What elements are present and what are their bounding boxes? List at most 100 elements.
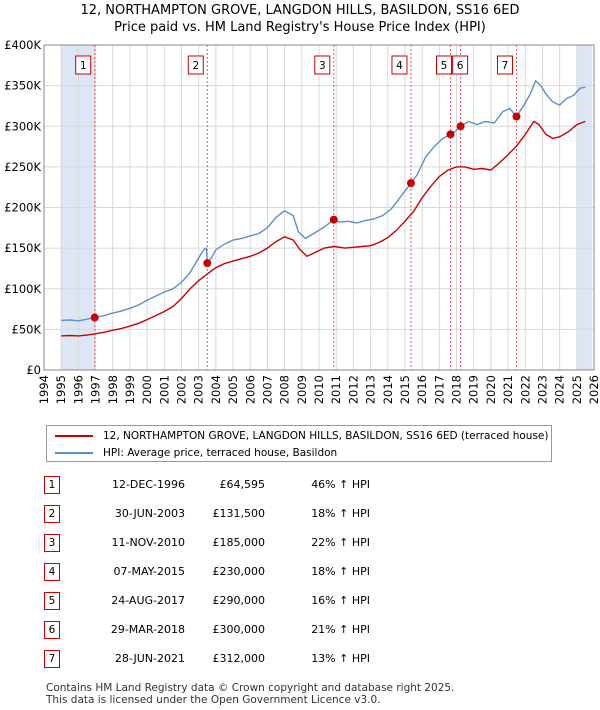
legend-label-hpi: HPI: Average price, terraced house, Basi…	[103, 447, 338, 459]
legend-swatch-property	[55, 435, 93, 437]
y-tick-label: £250K	[4, 160, 41, 174]
chart-title: 12, NORTHAMPTON GROVE, LANGDON HILLS, BA…	[80, 3, 520, 18]
sale-number-badge	[75, 55, 92, 75]
sale-point	[512, 112, 521, 121]
x-tick-label: 2022	[518, 375, 532, 404]
table-row: 4 07-MAY-2015 £230,000 18% ↑ HPI	[0, 563, 600, 583]
x-tick-label: 1999	[123, 375, 137, 404]
x-tick-label: 1996	[71, 375, 85, 404]
sale-number-badge	[452, 55, 469, 75]
x-tick-label: 2012	[346, 375, 360, 404]
x-tick-label: 2018	[450, 375, 464, 404]
sale-number-label: 2	[192, 60, 199, 72]
transaction-date: 07-MAY-2015	[113, 565, 185, 578]
sale-number-badge	[435, 55, 452, 75]
sale-number-label: 5	[441, 60, 448, 72]
x-tick-label: 2002	[175, 375, 189, 404]
hpi-line	[61, 80, 586, 322]
y-tick-label: £350K	[4, 79, 41, 93]
table-row: 1 12-DEC-1996 £64,595 46% ↑ HPI	[0, 476, 600, 496]
y-tick-label: £300K	[4, 119, 41, 133]
sale-point	[406, 179, 415, 188]
transaction-date: 11-NOV-2010	[111, 536, 185, 549]
transaction-date: 28-JUN-2021	[114, 652, 185, 665]
x-tick-label: 2017	[432, 375, 446, 404]
x-tick-label: 2006	[243, 375, 257, 404]
x-tick-label: 2023	[535, 375, 549, 404]
x-tick-label: 1998	[106, 375, 120, 404]
legend-swatch-hpi	[55, 452, 93, 454]
sale-number-badge	[314, 55, 331, 75]
sale-point	[456, 122, 465, 131]
x-tick-label: 1997	[89, 375, 103, 404]
transaction-price: £64,595	[219, 478, 266, 491]
transaction-hpi-change: 22% ↑ HPI	[311, 536, 370, 549]
table-row: 2 30-JUN-2003 £131,500 18% ↑ HPI	[0, 505, 600, 525]
sale-point	[329, 215, 338, 224]
sale-number-label: 6	[457, 60, 464, 72]
table-row: 5 24-AUG-2017 £290,000 16% ↑ HPI	[0, 592, 600, 612]
x-tick-label: 2001	[157, 375, 171, 404]
transaction-hpi-change: 46% ↑ HPI	[311, 478, 370, 491]
transaction-hpi-change: 18% ↑ HPI	[311, 565, 370, 578]
legend: 12, NORTHAMPTON GROVE, LANGDON HILLS, BA…	[46, 425, 552, 462]
x-tick-label: 2025	[570, 375, 584, 404]
transaction-hpi-change: 13% ↑ HPI	[311, 652, 370, 665]
y-tick-label: £150K	[4, 241, 41, 255]
transaction-number-badge: 1	[44, 476, 60, 494]
sale-number-badge	[496, 55, 513, 75]
transaction-price: £290,000	[212, 594, 266, 607]
chart-subtitle: Price paid vs. HM Land Registry's House …	[114, 20, 486, 35]
y-tick-label: £100K	[4, 282, 41, 296]
x-tick-label: 2004	[209, 375, 223, 404]
transaction-date: 29-MAR-2018	[110, 623, 185, 636]
y-tick-label: £200K	[4, 201, 41, 215]
x-tick-label: 2024	[553, 375, 567, 404]
x-tick-label: 2010	[312, 375, 326, 404]
transaction-hpi-change: 18% ↑ HPI	[311, 507, 370, 520]
x-tick-label: 2005	[226, 375, 240, 404]
sale-number-badge	[187, 55, 204, 75]
sale-number-badge	[391, 55, 408, 75]
x-tick-label: 2015	[398, 375, 412, 404]
property-price-line	[61, 120, 586, 337]
x-tick-label: 2026	[587, 375, 600, 404]
x-tick-label: 2021	[501, 375, 515, 404]
transaction-price: £131,500	[212, 507, 266, 520]
y-tick-label: £0	[26, 363, 41, 377]
x-tick-label: 2014	[381, 375, 395, 404]
transaction-number-badge: 2	[44, 505, 60, 523]
transaction-price: £300,000	[212, 623, 266, 636]
table-row: 7 28-JUN-2021 £312,000 13% ↑ HPI	[0, 650, 600, 670]
sale-number-label: 1	[80, 60, 87, 72]
transaction-number-badge: 6	[44, 621, 60, 639]
x-tick-label: 2019	[467, 375, 481, 404]
x-tick-label: 2008	[278, 375, 292, 404]
transaction-number-badge: 5	[44, 592, 60, 610]
x-tick-label: 2011	[329, 375, 343, 404]
transaction-hpi-change: 16% ↑ HPI	[311, 594, 370, 607]
transaction-number-badge: 4	[44, 563, 60, 581]
plot-frame	[43, 44, 595, 371]
y-tick-label: £50K	[12, 322, 42, 336]
sale-number-label: 3	[319, 60, 326, 72]
sale-point	[203, 259, 212, 268]
x-tick-label: 2003	[192, 375, 206, 404]
transaction-date: 12-DEC-1996	[111, 478, 185, 491]
transaction-date: 30-JUN-2003	[114, 507, 185, 520]
transaction-date: 24-AUG-2017	[111, 594, 185, 607]
transaction-price: £185,000	[212, 536, 266, 549]
y-tick-label: £400K	[4, 38, 41, 52]
footer-licence: This data is licensed under the Open Gov…	[46, 694, 381, 706]
x-tick-label: 2013	[364, 375, 378, 404]
x-tick-label: 2020	[484, 375, 498, 404]
sale-point	[90, 313, 99, 322]
chart-area: 1 2 3 4 5 6 7 £0 £50K £100K £150K £200K £250K £300K £3…	[4, 38, 600, 404]
x-tick-label: 2016	[415, 375, 429, 404]
sale-number-label: 4	[396, 60, 403, 72]
sale-point	[446, 130, 455, 139]
transaction-number-badge: 3	[44, 534, 60, 552]
footer-copyright: Contains HM Land Registry data © Crown c…	[46, 682, 455, 694]
table-row: 3 11-NOV-2010 £185,000 22% ↑ HPI	[0, 534, 600, 554]
x-tick-label: 1995	[54, 375, 68, 404]
